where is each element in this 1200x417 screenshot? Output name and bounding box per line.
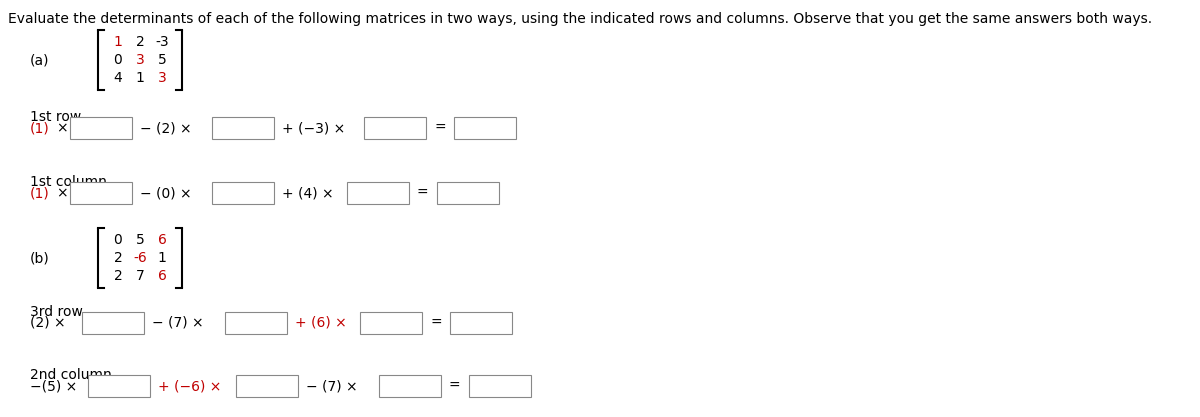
Text: -6: -6 (133, 251, 146, 265)
Bar (469, 375, 530, 397)
Text: 2: 2 (114, 251, 122, 265)
Text: 3: 3 (157, 71, 167, 85)
Bar (212, 182, 274, 204)
Text: 3: 3 (136, 53, 144, 67)
Bar (454, 117, 516, 139)
Text: (a): (a) (30, 53, 49, 67)
Text: ×: × (56, 186, 67, 200)
Bar (450, 312, 512, 334)
Bar (347, 182, 409, 204)
Text: 4: 4 (114, 71, 122, 85)
Text: (1): (1) (30, 186, 49, 200)
Bar (437, 182, 499, 204)
Text: + (−3) ×: + (−3) × (282, 121, 346, 135)
Text: 6: 6 (157, 269, 167, 283)
Text: 5: 5 (157, 53, 167, 67)
Text: ×: × (56, 121, 67, 135)
Bar (88, 375, 150, 397)
Text: (2) ×: (2) × (30, 316, 66, 330)
Text: − (0) ×: − (0) × (140, 186, 192, 200)
Text: −(5) ×: −(5) × (30, 379, 77, 393)
Bar (212, 117, 274, 139)
Text: 1: 1 (157, 251, 167, 265)
Bar (70, 182, 132, 204)
Text: -3: -3 (155, 35, 169, 49)
Bar (236, 375, 298, 397)
Bar (70, 117, 132, 139)
Text: + (6) ×: + (6) × (295, 316, 347, 330)
Text: 7: 7 (136, 269, 144, 283)
Text: 2: 2 (114, 269, 122, 283)
Text: 3rd row: 3rd row (30, 305, 83, 319)
Bar (379, 375, 442, 397)
Text: 0: 0 (114, 233, 122, 247)
Text: Evaluate the determinants of each of the following matrices in two ways, using t: Evaluate the determinants of each of the… (8, 12, 1152, 26)
Text: + (4) ×: + (4) × (282, 186, 334, 200)
Bar (360, 312, 422, 334)
Text: 1: 1 (114, 35, 122, 49)
Bar (364, 117, 426, 139)
Text: =: = (449, 379, 461, 393)
Text: − (2) ×: − (2) × (140, 121, 192, 135)
Text: =: = (434, 121, 445, 135)
Text: 2nd column: 2nd column (30, 368, 112, 382)
Bar (226, 312, 287, 334)
Text: 6: 6 (157, 233, 167, 247)
Text: 0: 0 (114, 53, 122, 67)
Text: 1st column: 1st column (30, 175, 107, 189)
Text: (1): (1) (30, 121, 49, 135)
Text: 2: 2 (136, 35, 144, 49)
Text: 1st row: 1st row (30, 110, 82, 124)
Text: =: = (430, 316, 442, 330)
Text: 1: 1 (136, 71, 144, 85)
Text: =: = (418, 186, 428, 200)
Text: − (7) ×: − (7) × (306, 379, 358, 393)
Bar (82, 312, 144, 334)
Text: + (−6) ×: + (−6) × (158, 379, 221, 393)
Text: − (7) ×: − (7) × (152, 316, 204, 330)
Text: 5: 5 (136, 233, 144, 247)
Text: (b): (b) (30, 251, 49, 265)
